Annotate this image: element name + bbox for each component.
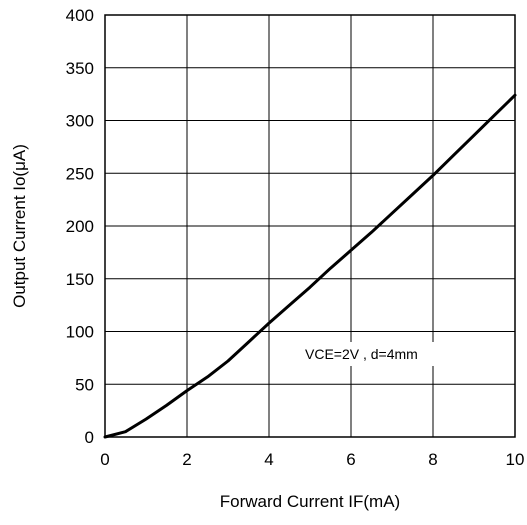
y-tick-label: 350 — [66, 59, 94, 78]
series-layer — [103, 93, 517, 439]
y-tick-label: 100 — [66, 323, 94, 342]
x-tick-label: 2 — [182, 450, 191, 469]
y-tick-label: 150 — [66, 270, 94, 289]
series-line — [103, 93, 517, 439]
y-axis-title: Output Current Io(μA) — [10, 144, 29, 308]
x-axis-title: Forward Current IF(mA) — [220, 492, 400, 511]
y-tick-label: 250 — [66, 164, 94, 183]
x-tick-label: 6 — [346, 450, 355, 469]
chart-annotation: VCE=2V , d=4mm — [305, 346, 418, 362]
x-tick-label: 0 — [100, 450, 109, 469]
annotation-background — [300, 342, 500, 366]
x-tick-label: 8 — [428, 450, 437, 469]
x-tick-label: 4 — [264, 450, 273, 469]
plot-area-frame — [104, 14, 516, 438]
y-tick-label: 0 — [85, 428, 94, 447]
y-tick-label: 200 — [66, 217, 94, 236]
y-axis-ticks: 0 50 100 150 200 250 300 350 400 — [66, 6, 94, 447]
x-axis-ticks: 0 2 4 6 8 10 — [100, 450, 524, 469]
y-tick-label: 400 — [66, 6, 94, 25]
grid-lines — [105, 15, 515, 437]
x-tick-label: 10 — [506, 450, 525, 469]
y-tick-label: 50 — [75, 375, 94, 394]
y-tick-label: 300 — [66, 112, 94, 131]
